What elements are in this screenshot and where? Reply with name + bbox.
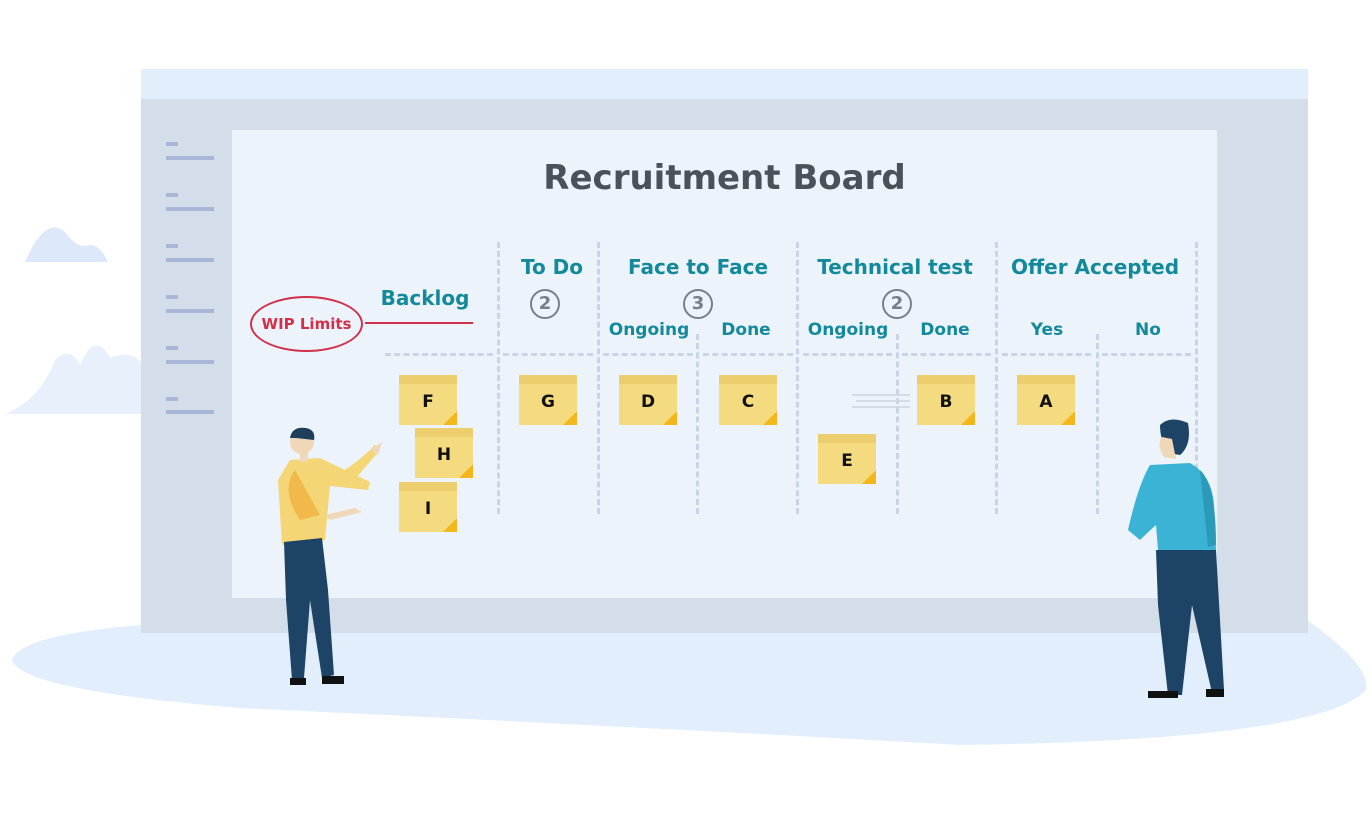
subcolumn-header: No xyxy=(1135,320,1161,340)
column-divider xyxy=(597,242,600,514)
motion-lines xyxy=(852,394,910,408)
subcolumn-header: Done xyxy=(721,320,771,340)
sidebar-mark xyxy=(166,142,178,146)
subcolumn-header: Ongoing xyxy=(608,320,690,340)
card-a[interactable]: A xyxy=(1017,375,1075,425)
cloud-large xyxy=(5,345,141,414)
column-header-technical-test: Technical test xyxy=(817,255,973,279)
header-divider xyxy=(603,353,693,356)
sidebar-line xyxy=(166,258,214,262)
column-header-backlog: Backlog xyxy=(380,286,470,310)
card-b[interactable]: B xyxy=(917,375,975,425)
card-c[interactable]: C xyxy=(719,375,777,425)
header-divider xyxy=(1102,353,1191,356)
person-right-illustration xyxy=(1128,419,1224,698)
wip-limits-callout: WIP Limits xyxy=(250,296,363,352)
subcolumn-divider xyxy=(696,334,699,514)
card-d[interactable]: D xyxy=(619,375,677,425)
header-divider xyxy=(385,353,493,356)
board-frame-top xyxy=(141,69,1308,99)
sidebar-line xyxy=(166,410,214,414)
sidebar-mark xyxy=(166,193,178,197)
card-h[interactable]: H xyxy=(415,428,473,478)
card-f[interactable]: F xyxy=(399,375,457,425)
cloud-small xyxy=(25,227,108,262)
subcolumn-divider xyxy=(896,334,899,514)
column-divider xyxy=(796,242,799,514)
card-g[interactable]: G xyxy=(519,375,577,425)
sidebar-line xyxy=(166,360,214,364)
column-divider xyxy=(497,242,500,514)
header-divider xyxy=(703,353,793,356)
sidebar-mark xyxy=(166,397,178,401)
sidebar-mark xyxy=(166,295,178,299)
sidebar-line xyxy=(166,309,214,313)
column-divider xyxy=(1195,242,1198,514)
header-divider xyxy=(1002,353,1091,356)
person-left-illustration xyxy=(278,427,382,685)
sidebar-line xyxy=(166,156,214,160)
column-header-face-to-face: Face to Face xyxy=(627,255,769,279)
wip-limit-badge: 3 xyxy=(683,289,713,319)
card-e[interactable]: E xyxy=(818,434,876,484)
callout-line xyxy=(365,322,473,324)
board-title: Recruitment Board xyxy=(543,158,906,198)
column-divider xyxy=(995,242,998,514)
board-surface xyxy=(232,130,1217,598)
card-i[interactable]: I xyxy=(399,482,457,532)
floor-blob xyxy=(12,615,1367,745)
sidebar-mark xyxy=(166,244,178,248)
column-header-offer-accepted: Offer Accepted xyxy=(1010,255,1180,279)
header-divider xyxy=(803,353,892,356)
sidebar-mark xyxy=(166,346,178,350)
subcolumn-divider xyxy=(1096,334,1099,514)
header-divider xyxy=(902,353,991,356)
subcolumn-header: Yes xyxy=(1030,320,1064,340)
subcolumn-header: Done xyxy=(920,320,970,340)
header-divider xyxy=(503,353,593,356)
sidebar-line xyxy=(166,207,214,211)
column-header-todo: To Do xyxy=(520,255,584,279)
subcolumn-header: Ongoing xyxy=(807,320,889,340)
wip-limit-badge: 2 xyxy=(882,289,912,319)
wip-limit-badge: 2 xyxy=(530,289,560,319)
